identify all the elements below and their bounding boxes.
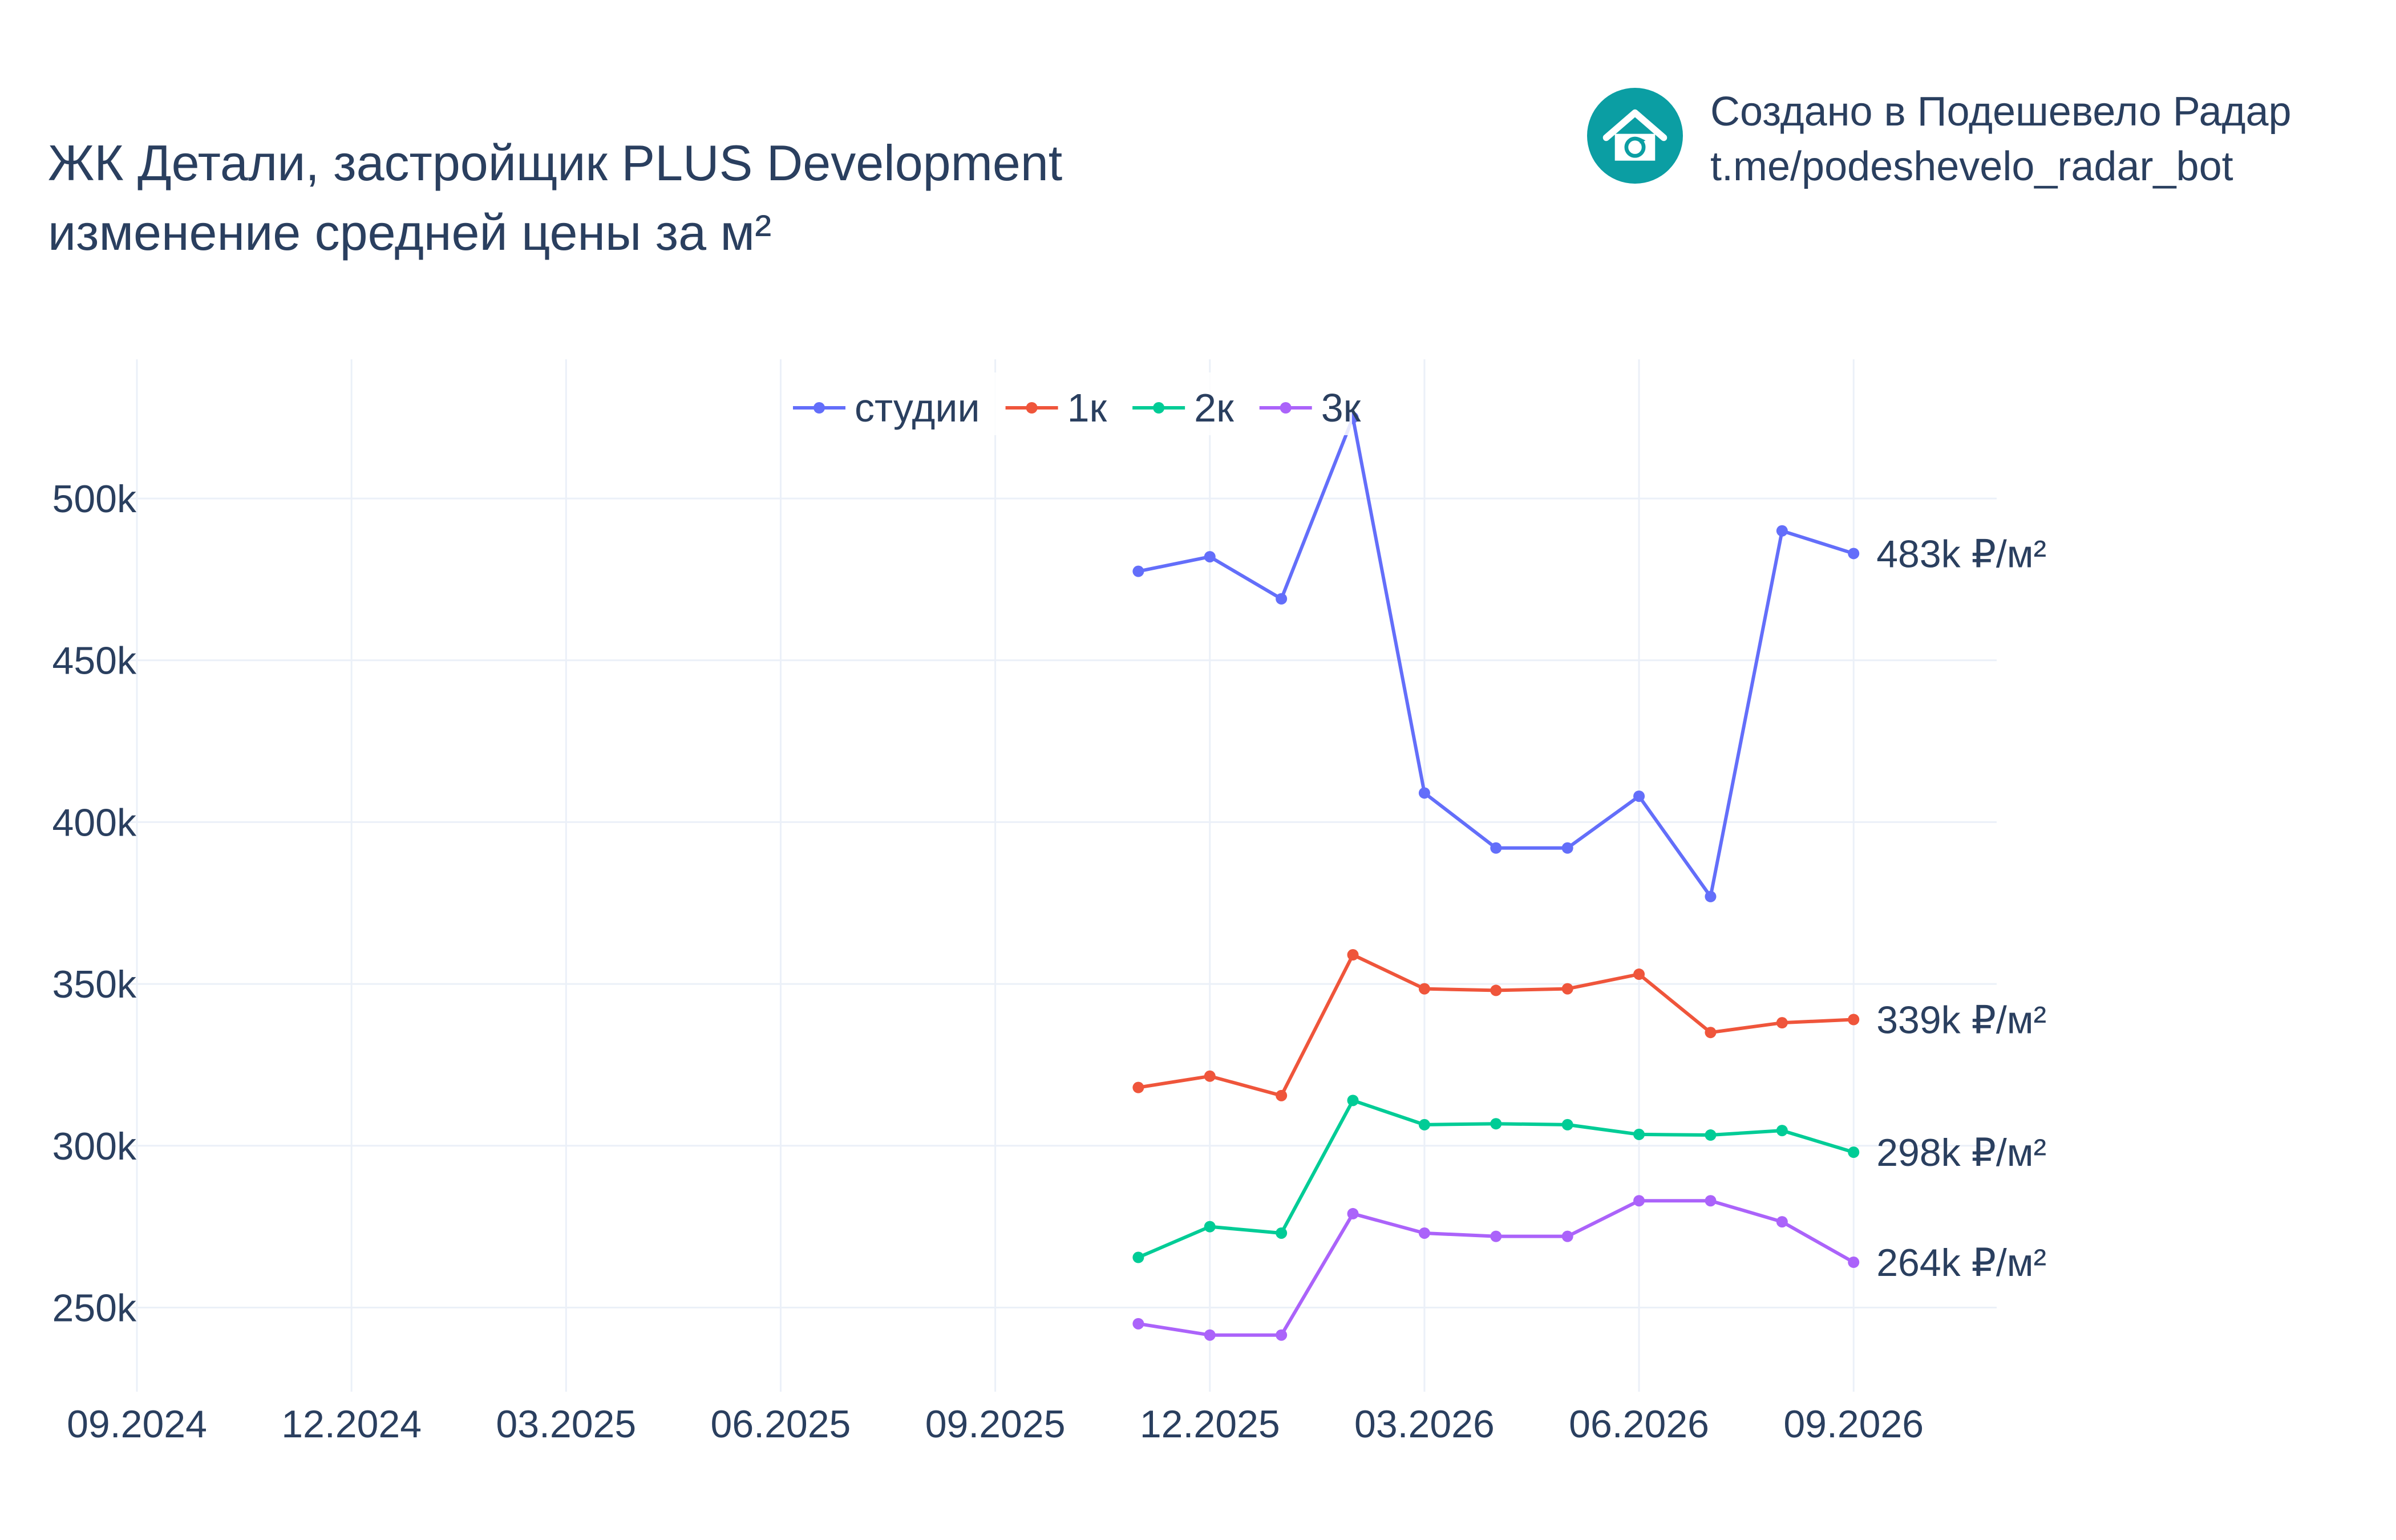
data-point — [1132, 1081, 1144, 1093]
data-point — [1418, 787, 1430, 799]
data-point — [1347, 1207, 1359, 1219]
series-1: 483k ₽/м² — [1132, 412, 2046, 902]
data-point — [1204, 1329, 1216, 1341]
y-tick-label: 250k — [52, 1286, 137, 1330]
house-refresh-icon — [1587, 88, 1683, 184]
legend-label: 1к — [1067, 386, 1107, 430]
data-point — [1490, 984, 1502, 996]
x-tick-label: 12.2024 — [281, 1403, 422, 1446]
grid — [126, 359, 1997, 1392]
data-point — [1418, 1227, 1430, 1239]
x-tick-label: 03.2025 — [496, 1403, 636, 1446]
legend-label: студии — [855, 386, 980, 430]
series-end-label: 298k ₽/м² — [1876, 1131, 2046, 1174]
series-4: 264k ₽/м² — [1132, 1195, 2046, 1341]
series-end-label: 264k ₽/м² — [1876, 1241, 2046, 1284]
x-tick-label: 09.2026 — [1783, 1403, 1924, 1446]
legend-item[interactable]: 1к — [1005, 386, 1107, 430]
data-point — [1347, 949, 1359, 961]
x-tick-label: 12.2025 — [1140, 1403, 1280, 1446]
data-point — [1490, 1230, 1502, 1242]
data-point — [1418, 983, 1430, 995]
data-point — [1276, 593, 1288, 605]
y-tick-label: 350k — [52, 963, 137, 1006]
y-tick-label: 400k — [52, 801, 137, 844]
chart-title: ЖК Детали, застройщик PLUS Development и… — [48, 128, 1062, 268]
data-point — [1132, 565, 1144, 577]
y-tick-label: 500k — [52, 477, 137, 521]
x-tick-label: 06.2025 — [711, 1403, 851, 1446]
x-tick-label: 06.2026 — [1569, 1403, 1709, 1446]
series-layer: 483k ₽/м² 339k ₽/м² 298k ₽/м² 264k ₽/м² — [1132, 412, 2046, 1341]
data-point — [1132, 1251, 1144, 1263]
legend-background — [782, 372, 1352, 435]
data-point — [1848, 1257, 1860, 1269]
data-point — [1418, 1118, 1430, 1130]
data-point — [1633, 968, 1645, 980]
series-3: 298k ₽/м² — [1132, 1095, 2046, 1263]
branding[interactable]: Создано в Подешевело Радар t.me/podeshev… — [1587, 84, 2329, 189]
series-end-label: 339k ₽/м² — [1876, 998, 2046, 1041]
data-point — [1132, 1318, 1144, 1330]
legend-label: 3к — [1321, 386, 1361, 430]
data-point — [1705, 1195, 1717, 1207]
x-tick-label: 09.2024 — [67, 1403, 207, 1446]
data-point — [1561, 983, 1573, 995]
branding-line-1: Создано в Подешевело Радар — [1710, 89, 2292, 135]
y-tick-label: 450k — [52, 639, 137, 683]
data-point — [1204, 1070, 1216, 1082]
data-point — [1276, 1089, 1288, 1101]
legend-swatch-marker — [1280, 402, 1292, 414]
data-point — [1848, 1014, 1860, 1026]
data-point — [1705, 1027, 1717, 1039]
legend[interactable]: студии 1к 2к 3к — [782, 372, 1361, 435]
x-tick-label: 03.2026 — [1354, 1403, 1495, 1446]
data-point — [1561, 1118, 1573, 1130]
data-point — [1633, 1128, 1645, 1140]
legend-swatch-marker — [1026, 402, 1038, 414]
data-point — [1276, 1329, 1288, 1341]
data-point — [1705, 1129, 1717, 1141]
data-point — [1347, 1095, 1359, 1107]
data-point — [1561, 842, 1573, 854]
data-point — [1561, 1230, 1573, 1242]
data-point — [1633, 790, 1645, 802]
data-point — [1204, 551, 1216, 563]
y-axis-ticks: 250k 300k 350k 400k 450k 500k — [52, 477, 137, 1330]
legend-label: 2к — [1194, 386, 1234, 430]
data-point — [1848, 548, 1860, 560]
series-end-label: 483k ₽/м² — [1876, 532, 2046, 576]
data-point — [1204, 1221, 1216, 1233]
x-tick-label: 09.2025 — [925, 1403, 1066, 1446]
data-point — [1776, 1125, 1788, 1137]
series-line — [1138, 1199, 1855, 1337]
data-point — [1276, 1227, 1288, 1239]
branding-line-2[interactable]: t.me/podeshevelo_radar_bot — [1710, 144, 2233, 189]
legend-item[interactable]: 2к — [1132, 386, 1234, 430]
legend-item[interactable]: 3к — [1259, 386, 1361, 430]
x-axis-ticks: 09.2024 12.2024 03.2025 06.2025 09.2025 12.20… — [67, 1403, 1924, 1446]
data-point — [1490, 1118, 1502, 1130]
legend-swatch-marker — [813, 402, 825, 414]
chart-title-line-1: ЖК Детали, застройщик PLUS Development — [48, 135, 1063, 191]
chart-title-line-2: изменение средней цены за м² — [48, 204, 772, 261]
series-line — [1138, 953, 1854, 1097]
data-point — [1776, 525, 1788, 537]
legend-item[interactable]: студии — [793, 386, 980, 430]
data-point — [1633, 1195, 1645, 1207]
data-point — [1490, 842, 1502, 854]
series-2: 339k ₽/м² — [1132, 949, 2046, 1101]
series-line — [1138, 416, 1855, 898]
y-tick-label: 300k — [52, 1125, 137, 1168]
legend-swatch-marker — [1153, 402, 1165, 414]
data-point — [1776, 1216, 1788, 1228]
data-point — [1848, 1146, 1860, 1158]
data-point — [1705, 890, 1717, 902]
data-point — [1776, 1017, 1788, 1029]
